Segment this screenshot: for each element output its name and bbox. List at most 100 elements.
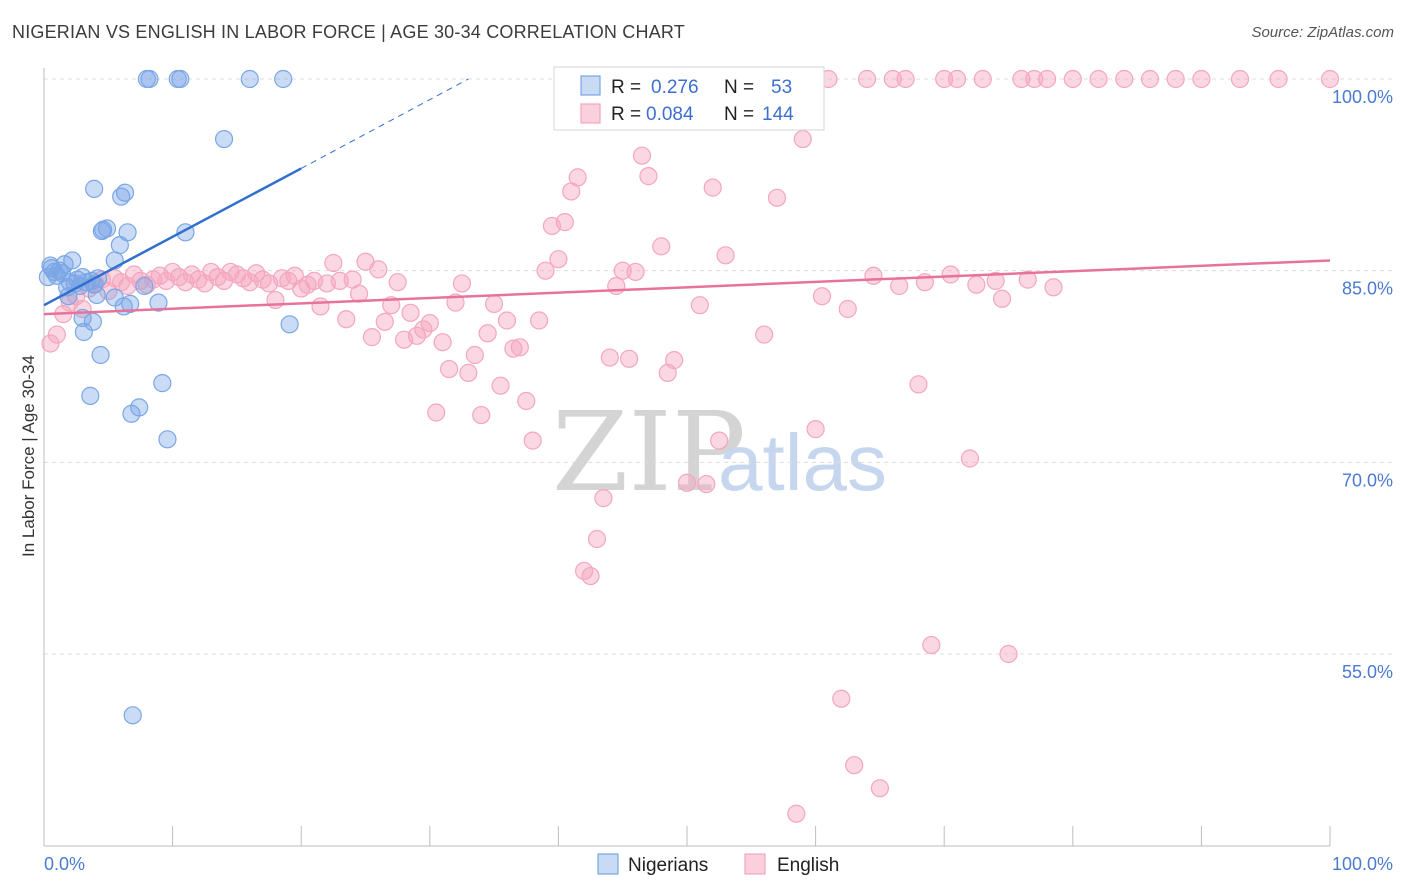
nigerians-point xyxy=(135,276,154,296)
nigerians-point xyxy=(171,69,190,89)
bottom-legend-swatch-english xyxy=(744,853,766,875)
english-trend-line xyxy=(43,259,1331,316)
nigerians-point xyxy=(63,251,82,270)
english-point xyxy=(465,345,484,365)
english-point xyxy=(472,405,491,425)
english-point xyxy=(620,349,639,368)
english-point xyxy=(439,359,459,379)
english-point xyxy=(941,265,960,284)
english-point xyxy=(716,246,735,265)
english-point xyxy=(838,299,857,319)
english-point xyxy=(427,403,446,422)
english-point xyxy=(896,69,915,89)
english-point xyxy=(947,69,967,89)
legend-n-label-nigerians: N = xyxy=(724,77,754,98)
english-point xyxy=(337,310,356,329)
nigerians-point xyxy=(158,430,177,449)
legend-r-label-english: R = xyxy=(611,104,641,125)
english-point xyxy=(812,287,832,306)
nigerians-point xyxy=(81,386,100,405)
nigerians-trend-extension xyxy=(300,78,469,169)
correlation-legend: R = 0.276 N = 53 R = 0.084 N = 144 xyxy=(553,66,825,131)
watermark-zip: ZIP xyxy=(552,388,746,516)
nigerians-series xyxy=(38,69,299,725)
nigerians-point xyxy=(149,293,168,312)
english-point xyxy=(324,253,343,273)
series-legend: Nigerians English xyxy=(597,853,839,876)
english-point xyxy=(1044,278,1063,297)
legend-r-label-nigerians: R = xyxy=(611,77,641,98)
legend-r-value-nigerians: 0.276 xyxy=(651,77,699,98)
english-point xyxy=(581,566,600,586)
english-point xyxy=(639,167,658,186)
english-point xyxy=(703,178,722,197)
english-point xyxy=(607,276,626,296)
nigerians-point xyxy=(97,219,117,238)
english-point xyxy=(890,276,909,296)
nigerians-point xyxy=(153,374,172,393)
english-point xyxy=(787,804,806,823)
english-point xyxy=(1063,69,1082,89)
english-point xyxy=(1018,270,1037,289)
english-point xyxy=(594,489,613,508)
english-point xyxy=(1320,69,1340,89)
english-point xyxy=(883,69,902,89)
english-point xyxy=(922,635,941,655)
english-point xyxy=(330,271,349,290)
source-label: Source: ZipAtlas.com xyxy=(1251,24,1394,41)
english-point xyxy=(806,420,825,439)
nigerians-point xyxy=(214,129,234,149)
english-point xyxy=(536,261,555,280)
y-axis-label: In Labor Force | Age 30-34 xyxy=(19,355,38,557)
english-point xyxy=(568,168,587,187)
english-point xyxy=(652,237,671,256)
english-point xyxy=(967,275,986,294)
y-tick-label-100: 100.0% xyxy=(1332,87,1393,107)
x-tick-label-min: 0.0% xyxy=(44,854,85,874)
english-point xyxy=(47,325,66,344)
english-point xyxy=(999,644,1018,664)
english-point xyxy=(665,351,684,370)
english-point xyxy=(555,213,574,232)
english-point xyxy=(960,449,980,468)
nigerians-point xyxy=(83,312,102,331)
nigerians-point xyxy=(274,69,293,89)
nigerians-point xyxy=(115,183,135,202)
legend-n-value-nigerians: 53 xyxy=(771,77,792,98)
english-point xyxy=(1192,69,1211,89)
bottom-legend-english: English xyxy=(777,855,839,876)
nigerians-point xyxy=(140,69,159,89)
nigerians-point xyxy=(87,285,106,305)
english-point xyxy=(504,339,523,358)
english-point xyxy=(690,296,709,315)
english-point xyxy=(632,146,652,165)
x-axis-ticks xyxy=(43,826,1331,846)
bottom-legend-nigerians: Nigerians xyxy=(628,855,708,876)
english-point xyxy=(41,334,60,353)
english-point xyxy=(857,69,877,89)
english-point xyxy=(1166,69,1185,89)
english-point xyxy=(832,689,851,708)
english-point xyxy=(767,188,787,207)
english-point xyxy=(530,311,549,330)
y-tick-label-85: 85.0% xyxy=(1342,279,1393,299)
english-point xyxy=(452,274,472,293)
trend-lines xyxy=(43,78,1331,316)
english-point xyxy=(864,266,883,285)
bottom-legend-swatch-nigerians xyxy=(597,853,619,875)
english-point xyxy=(485,294,504,313)
english-point xyxy=(600,348,619,367)
english-point xyxy=(870,779,890,798)
english-point xyxy=(311,297,330,316)
english-point xyxy=(1230,69,1250,89)
english-point xyxy=(1037,69,1057,89)
english-point xyxy=(523,431,542,450)
english-point xyxy=(1089,69,1108,89)
english-point xyxy=(1012,69,1031,89)
nigerians-point xyxy=(118,223,137,242)
english-point xyxy=(677,473,697,492)
english-point xyxy=(909,375,928,394)
english-point xyxy=(491,376,510,395)
legend-swatch-english xyxy=(580,103,601,124)
